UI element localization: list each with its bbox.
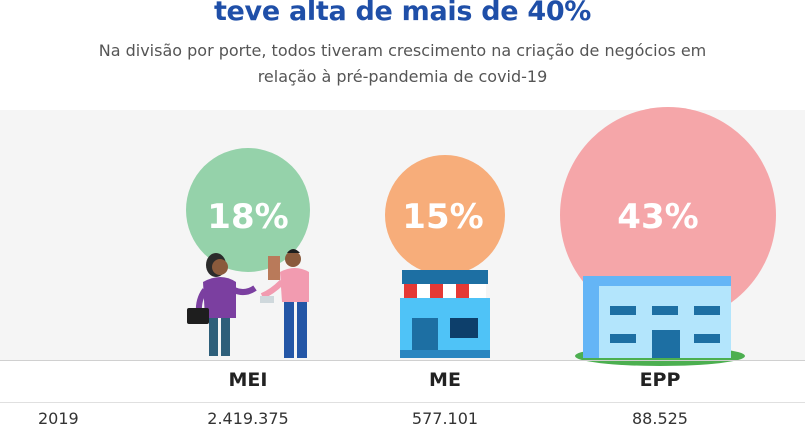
cell-mei-2019: 2.419.375 bbox=[207, 409, 289, 428]
row-label-year: 2019 bbox=[38, 409, 79, 428]
shop-storefront-icon bbox=[400, 270, 490, 358]
bubble-epp bbox=[560, 107, 776, 323]
bubble-me bbox=[385, 155, 505, 275]
col-header-me: ME bbox=[429, 369, 461, 391]
bubble-label-mei: 18% bbox=[207, 197, 289, 237]
table-divider bbox=[0, 360, 805, 361]
bubble-label-epp: 43% bbox=[617, 197, 699, 237]
col-header-mei: MEI bbox=[228, 369, 268, 391]
table-row-divider bbox=[0, 402, 805, 403]
col-header-epp: EPP bbox=[639, 369, 681, 391]
chart-subtitle: Na divisão por porte, todos tiveram cres… bbox=[0, 38, 805, 90]
subtitle-line-2: relação à pré-pandemia de covid-19 bbox=[257, 67, 548, 86]
bubble-label-me: 15% bbox=[402, 197, 484, 237]
people-exchange-illustration bbox=[187, 249, 309, 358]
bubble-mei bbox=[186, 148, 310, 272]
subtitle-line-1: Na divisão por porte, todos tiveram cres… bbox=[98, 41, 707, 60]
chart-title: teve alta de mais de 40% bbox=[213, 0, 592, 27]
cell-epp-2019: 88.525 bbox=[632, 409, 688, 428]
office-building-icon bbox=[575, 276, 745, 366]
cell-me-2019: 577.101 bbox=[411, 409, 479, 428]
